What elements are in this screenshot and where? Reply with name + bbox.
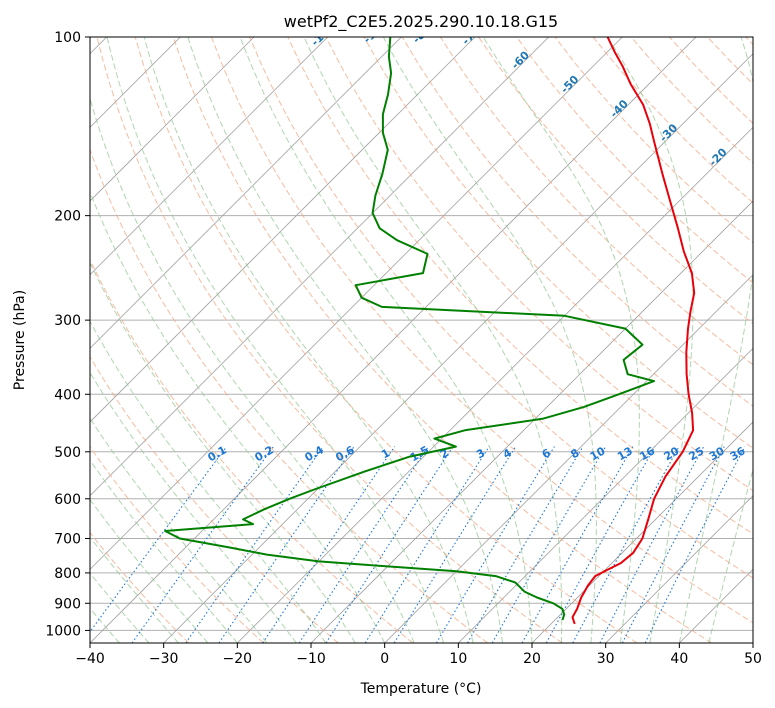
moist-adiabat-line xyxy=(90,498,209,643)
isotherm-label: -80 xyxy=(410,23,433,46)
y-tick-label: 500 xyxy=(54,445,81,461)
moist-adiabat-line xyxy=(90,417,268,643)
isotherm-line xyxy=(90,37,549,497)
moist-adiabat-line xyxy=(90,371,297,643)
mixing-ratio-line xyxy=(621,446,725,643)
x-tick-label: 10 xyxy=(449,651,467,667)
dry-adiabat-line xyxy=(249,37,753,579)
y-tick-label: 100 xyxy=(54,30,81,46)
y-tick-label: 700 xyxy=(54,532,81,548)
y-tick-label: 200 xyxy=(54,209,81,225)
dry-adiabat-line xyxy=(516,37,753,284)
dry-adiabat-line xyxy=(96,37,563,643)
y-tick-label: 300 xyxy=(54,313,81,329)
dry-adiabat-line xyxy=(90,148,488,643)
moist-adiabat-line xyxy=(90,536,179,643)
dry-adiabat-line xyxy=(90,355,339,643)
moist-adiabat-line xyxy=(382,37,597,643)
mixing-ratio-line xyxy=(218,446,355,643)
moist-adiabat-line xyxy=(678,37,753,643)
isotherm-line xyxy=(90,37,255,202)
moist-adiabat-line xyxy=(482,37,640,643)
dry-adiabat-line xyxy=(90,531,190,643)
y-tick-label: 900 xyxy=(54,596,81,612)
isotherm-line xyxy=(237,126,753,643)
dry-adiabat-line xyxy=(287,37,753,535)
y-tick-label: 400 xyxy=(54,387,81,403)
dry-adiabat-line xyxy=(134,37,638,643)
dry-adiabat-line xyxy=(90,258,414,643)
isotherm-line xyxy=(90,37,476,423)
mixing-ratio-line xyxy=(325,446,454,643)
x-tick-label: 40 xyxy=(670,651,688,667)
isotherm-line xyxy=(531,421,753,643)
mixing-ratio-line xyxy=(644,446,746,643)
isotherm-line xyxy=(90,37,402,349)
isotherm-label: -90 xyxy=(361,23,384,46)
x-tick-label: −40 xyxy=(75,651,105,667)
chart-title: wetPf2_C2E5.2025.290.10.18.G15 xyxy=(284,12,558,32)
moist-adiabat-line xyxy=(303,37,563,643)
dewpoint-profile xyxy=(164,37,655,621)
y-axis: 100 200 300 400 500 600 700 800 900 1000 xyxy=(45,30,90,639)
y-tick-label: 1000 xyxy=(45,623,81,639)
isotherm-line xyxy=(90,37,623,570)
mixing-ratio-line xyxy=(364,446,490,643)
mixing-ratio-line xyxy=(545,446,656,643)
moist-adiabat-line xyxy=(106,37,445,643)
isotherm-line xyxy=(605,495,753,643)
mixing-ratio-line xyxy=(298,446,429,643)
x-tick-label: 0 xyxy=(380,651,389,667)
moist-adiabat-line xyxy=(90,190,386,643)
plot-area: 0.10.20.40.611.52346810131620253036-100-… xyxy=(90,20,753,643)
isotherm-label: -100 xyxy=(309,20,338,49)
x-axis-label: Temperature (°C) xyxy=(360,681,482,697)
mixing-ratio-line xyxy=(131,446,274,643)
y-tick-label: 800 xyxy=(54,566,81,582)
isotherm-line xyxy=(458,347,753,643)
plot-frame xyxy=(89,36,754,644)
moist-adiabat-line xyxy=(90,459,238,643)
y-axis-label: Pressure (hPa) xyxy=(12,290,28,390)
y-tick-label: 600 xyxy=(54,492,81,508)
x-tick-label: 30 xyxy=(597,651,615,667)
moist-adiabat-line xyxy=(187,37,503,643)
mixing-ratio-line xyxy=(467,446,584,643)
x-tick-label: −20 xyxy=(223,651,253,667)
moist-adiabat-line xyxy=(143,37,474,643)
mixing-ratio-line xyxy=(393,446,517,643)
dry-adiabat-line xyxy=(90,445,264,643)
dry-adiabat-line xyxy=(211,37,753,624)
x-axis: −40 −30 −20 −10 0 10 20 30 40 50 xyxy=(75,643,762,667)
isotherm-label: -70 xyxy=(459,24,482,47)
mixing-ratio-line xyxy=(90,446,228,633)
mixing-ratio-line xyxy=(435,446,555,643)
moist-adiabat-line xyxy=(90,261,356,643)
isotherm-line xyxy=(90,37,328,276)
dry-adiabat-line xyxy=(439,37,753,366)
mixing-ratio-line xyxy=(185,446,324,643)
x-tick-label: −10 xyxy=(296,651,326,667)
isotherm-line xyxy=(163,53,753,643)
x-tick-label: 20 xyxy=(523,651,541,667)
dry-adiabat-line xyxy=(401,37,753,407)
x-tick-label: 50 xyxy=(744,651,762,667)
mixing-ratio-line xyxy=(262,446,396,643)
x-tick-label: −30 xyxy=(149,651,179,667)
dry-adiabat-line xyxy=(172,37,712,643)
temperature-profile xyxy=(571,37,696,625)
isotherm-line xyxy=(90,37,697,643)
